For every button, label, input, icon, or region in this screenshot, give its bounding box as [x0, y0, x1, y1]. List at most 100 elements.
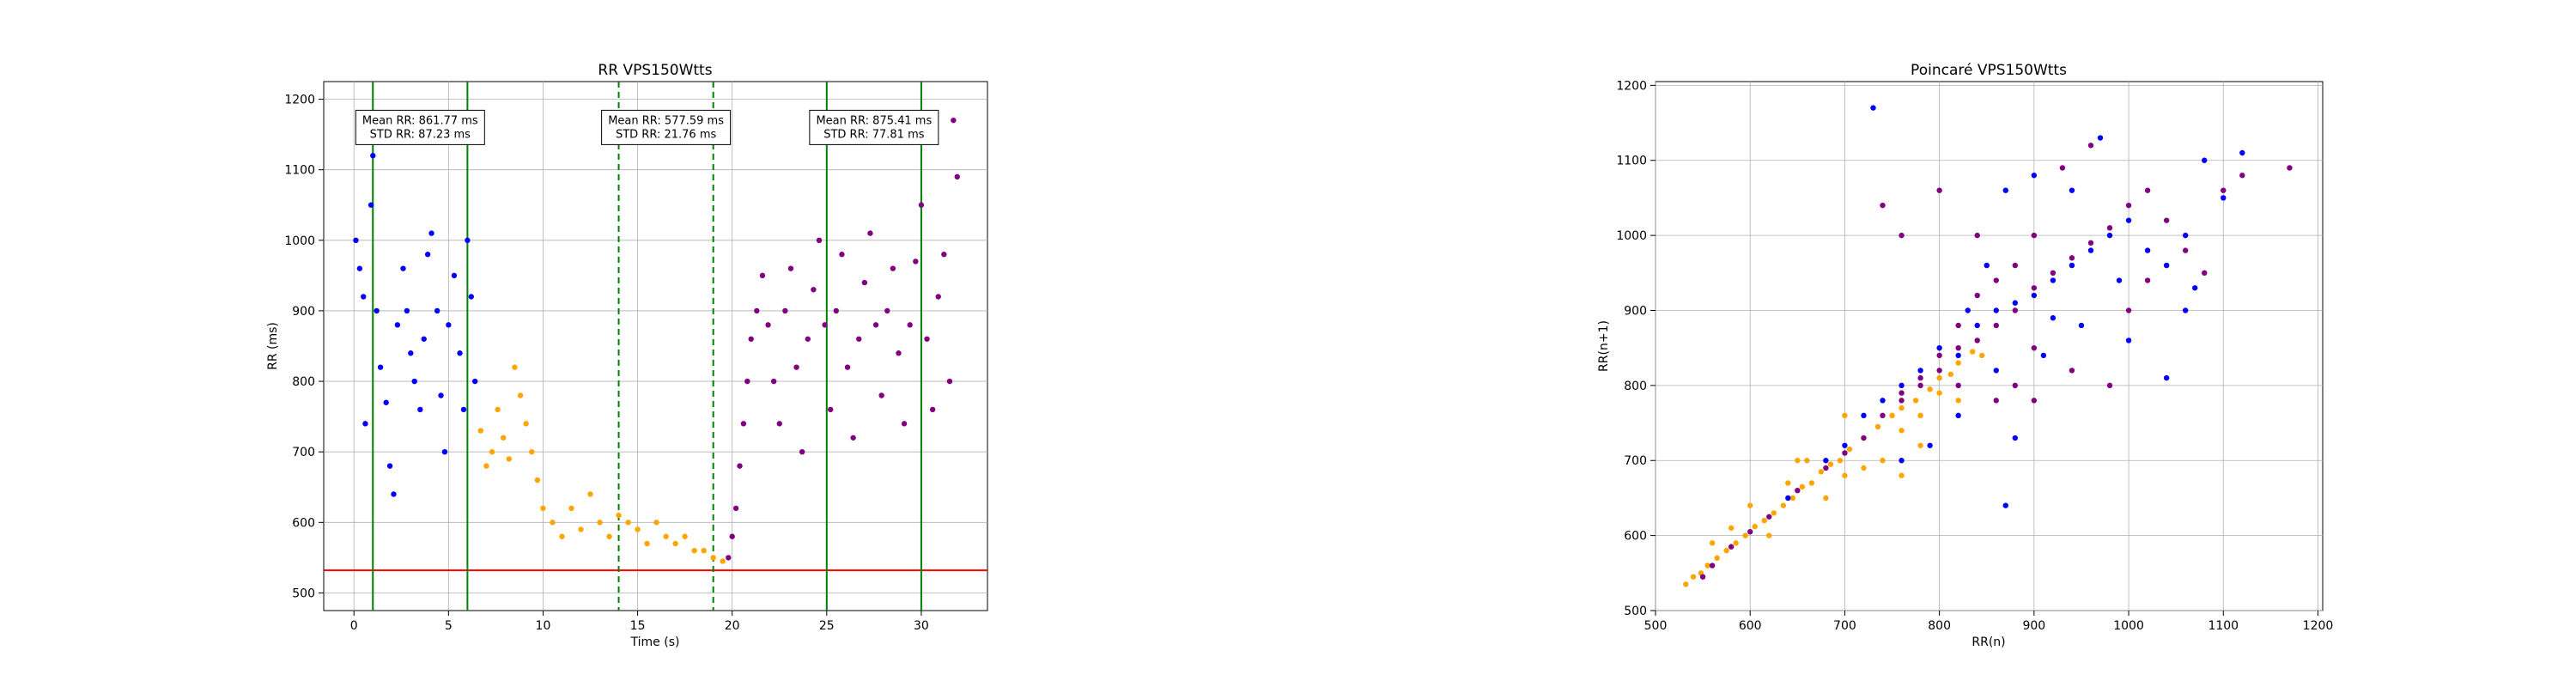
rr-data-point — [682, 533, 688, 539]
poincare-data-point — [2087, 247, 2094, 253]
rr-data-point — [368, 202, 374, 208]
poincare-data-point — [1917, 442, 1923, 448]
rr-data-point — [929, 406, 936, 413]
rr-y-tick-label: 1000 — [284, 234, 315, 248]
poincare-ticks: 500 600 700 800 900 1000 1100 1200 500 600 700 800 9… — [1616, 79, 2333, 633]
poincare-data-point — [2106, 225, 2113, 231]
poincare-data-point — [2221, 187, 2227, 193]
rr-data-point — [805, 336, 811, 342]
poincare-data-point — [2031, 398, 2038, 404]
poincare-data-point — [1993, 398, 1999, 404]
poincare-x-tick-label: 900 — [2022, 619, 2045, 633]
rr-data-point — [890, 265, 896, 271]
rr-data-point — [822, 322, 828, 328]
poincare-data-point — [2050, 277, 2057, 283]
poincare-data-point — [1899, 458, 1905, 464]
poincare-data-point — [1984, 262, 1990, 269]
rr-data-point — [918, 202, 925, 208]
poincare-data-point — [1771, 510, 1777, 516]
rr-data-point — [438, 392, 444, 398]
poincare-data-point — [1846, 446, 1853, 453]
poincare-data-point — [1936, 344, 1942, 351]
rr-data-point — [833, 307, 840, 314]
poincare-data-point — [1927, 386, 1933, 392]
poincare-data-point — [1818, 469, 1825, 475]
rr-data-point — [924, 336, 930, 342]
poincare-data-point — [2125, 202, 2132, 209]
poincare-data-point — [1880, 458, 1886, 464]
rr-y-tick-label: 600 — [292, 516, 315, 530]
poincare-data-point — [2087, 143, 2094, 149]
rr-data-point — [878, 392, 884, 398]
poincare-data-point — [2106, 232, 2113, 239]
poincare-data-point — [1917, 382, 1923, 389]
poincare-data-point — [2239, 173, 2245, 179]
poincare-data-point — [1766, 514, 1772, 520]
poincare-data-point — [1965, 307, 1971, 313]
rr-data-point — [434, 307, 440, 314]
poincare-data-point — [1733, 540, 1739, 546]
poincare-data-point — [1899, 472, 1905, 478]
rr-data-point — [383, 399, 389, 405]
rr-data-point — [597, 520, 603, 526]
rr-data-point — [839, 252, 845, 258]
poincare-data-point — [2202, 157, 2208, 163]
rr-x-tick-label: 0 — [350, 619, 358, 633]
poincare-x-tick-label: 600 — [1739, 619, 1762, 633]
poincare-data-point — [2078, 322, 2085, 329]
rr-data-point — [946, 378, 953, 385]
rr-data-point — [850, 435, 856, 441]
poincare-data-point — [1899, 428, 1905, 434]
poincare-data-point — [1955, 382, 1961, 389]
poincare-data-point — [1993, 322, 1999, 329]
poincare-data-point — [2182, 232, 2189, 239]
rr-data-point — [907, 322, 913, 328]
poincare-data-point — [1808, 480, 1815, 486]
poincare-data-point — [2012, 382, 2019, 389]
poincare-data-point — [2069, 187, 2075, 193]
rr-data-point — [550, 520, 556, 526]
rr-data-point — [787, 265, 794, 271]
poincare-x-tick-label: 1200 — [2303, 619, 2334, 633]
rr-data-point — [625, 520, 631, 526]
rr-data-point — [353, 237, 359, 243]
poincare-x-tick-label: 500 — [1644, 619, 1668, 633]
poincare-data-point — [1861, 412, 1867, 419]
poincare-points — [1683, 105, 2293, 587]
rr-data-point — [523, 421, 529, 427]
poincare-data-point — [2182, 247, 2189, 253]
poincare-y-tick-label: 1200 — [1616, 79, 1647, 93]
rr-data-point — [720, 558, 726, 564]
rr-data-point — [411, 378, 417, 385]
rr-data-point — [457, 350, 463, 356]
rr-data-point — [606, 533, 612, 539]
poincare-data-point — [1723, 547, 1729, 554]
stats-annotation-box — [355, 109, 485, 145]
poincare-data-point — [1747, 529, 1753, 535]
rr-x-tick-label: 5 — [445, 619, 453, 633]
rr-data-point — [460, 406, 467, 413]
poincare-data-point — [2125, 217, 2132, 223]
rr-chart-title: RR VPS150Wtts — [598, 62, 712, 79]
rr-data-point — [653, 520, 659, 526]
poincare-data-point — [1917, 368, 1923, 374]
poincare-y-axis-label: RR(n+1) — [1597, 320, 1611, 372]
poincare-data-point — [1974, 337, 1980, 344]
poincare-data-point — [2012, 435, 2019, 441]
poincare-data-point — [1880, 398, 1886, 404]
rr-data-point — [512, 364, 518, 370]
rr-y-tick-label: 700 — [292, 446, 315, 459]
poincare-data-point — [2097, 135, 2104, 141]
rr-x-axis-label: Time (s) — [630, 635, 680, 649]
poincare-data-point — [1690, 574, 1697, 580]
rr-points — [353, 117, 960, 564]
rr-data-point — [954, 173, 960, 180]
stats-annotation-box — [809, 109, 939, 145]
rr-data-point — [748, 336, 754, 342]
rr-y-tick-label: 500 — [292, 587, 315, 600]
poincare-data-point — [2144, 247, 2151, 253]
poincare-data-point — [2116, 277, 2123, 283]
rr-data-point — [417, 406, 423, 413]
rr-data-point — [421, 336, 427, 342]
